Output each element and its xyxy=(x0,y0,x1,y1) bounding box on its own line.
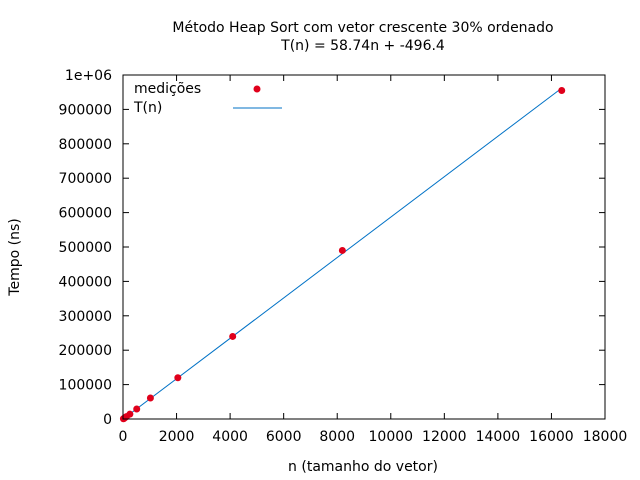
x-tick-label: 8000 xyxy=(319,429,355,445)
y-tick-label: 300000 xyxy=(59,309,112,325)
x-tick-label: 16000 xyxy=(529,429,574,445)
y-tick-label: 800000 xyxy=(59,137,112,153)
x-axis-label: n (tamanho do vetor) xyxy=(288,459,438,475)
y-tick-label: 400000 xyxy=(59,274,112,290)
x-tick-label: 10000 xyxy=(369,429,414,445)
legend-marker-medicoes xyxy=(253,85,261,93)
y-tick-label: 100000 xyxy=(59,378,112,394)
chart-title: Método Heap Sort com vetor crescente 30%… xyxy=(172,20,553,36)
x-tick-label: 0 xyxy=(119,429,128,445)
legend-label-t-n: T(n) xyxy=(133,100,162,116)
data-point xyxy=(174,374,182,382)
x-tick-label: 12000 xyxy=(422,429,467,445)
legend-label-medicoes: medições xyxy=(134,81,201,97)
plot-area xyxy=(119,86,566,423)
x-tick-label: 6000 xyxy=(266,429,302,445)
data-point xyxy=(229,332,237,340)
data-point xyxy=(558,86,566,94)
plot-frame xyxy=(122,74,606,420)
data-point xyxy=(338,246,346,254)
x-tick-label: 2000 xyxy=(159,429,195,445)
y-tick-label: 200000 xyxy=(59,343,112,359)
legend-marks xyxy=(233,85,282,109)
y-tick-label: 900000 xyxy=(59,102,112,118)
x-tick-label: 14000 xyxy=(476,429,521,445)
x-tick-label: 18000 xyxy=(583,429,628,445)
data-point xyxy=(126,410,134,418)
y-tick-label: 700000 xyxy=(59,171,112,187)
x-tick-label: 4000 xyxy=(212,429,248,445)
data-point xyxy=(133,405,141,413)
y-tick-label: 600000 xyxy=(59,206,112,222)
chart-subtitle: T(n) = 58.74n + -496.4 xyxy=(280,38,445,54)
y-tick-label: 500000 xyxy=(59,240,112,256)
y-tick-label: 1e+06 xyxy=(65,68,112,84)
y-axis-label: Tempo (ns) xyxy=(7,218,23,296)
legend: medições T(n) xyxy=(133,81,282,116)
data-point xyxy=(146,394,154,402)
y-tick-label: 0 xyxy=(103,412,112,428)
axis-ticks: 0 2000 4000 6000 8000 10000 12000 14000 16000 180… xyxy=(59,68,628,445)
